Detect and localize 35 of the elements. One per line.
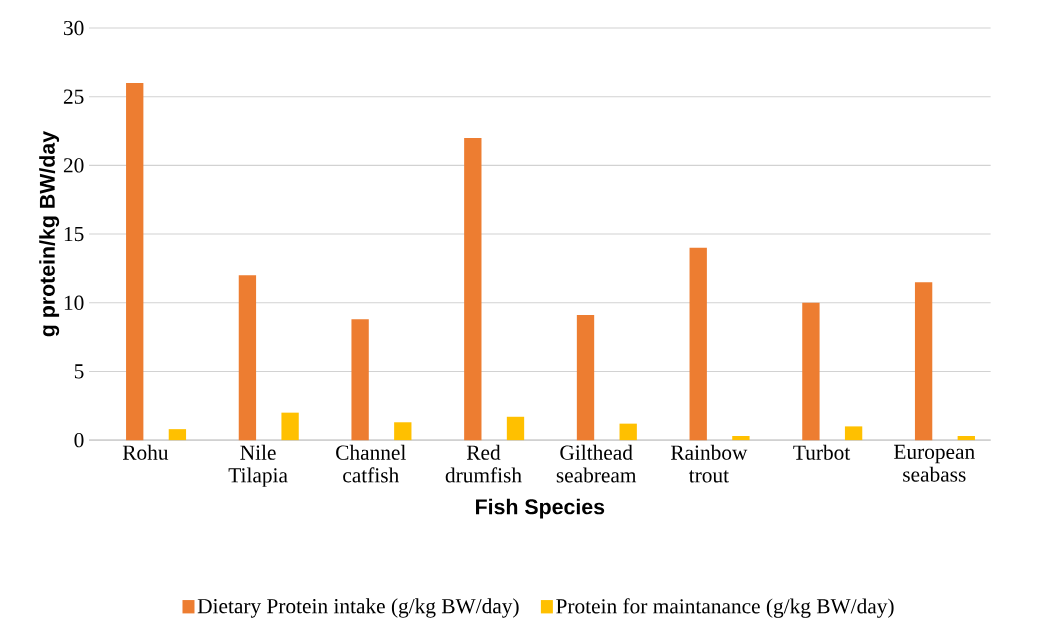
bar — [576, 315, 595, 441]
y-tick-label: 0 — [74, 432, 84, 448]
x-tick-label: Nile Tilapia — [228, 444, 288, 487]
bar — [168, 429, 187, 441]
x-tick-label: Red drumfish — [445, 444, 522, 483]
x-tick-label: Gilthead seabream — [556, 444, 637, 483]
x-tick-label: Rohu — [122, 444, 169, 460]
y-tick-label: 20 — [63, 158, 84, 173]
legend-label: Protein for maintanance (g/kg BW/day) — [556, 598, 894, 618]
bar — [394, 422, 412, 441]
bar — [238, 275, 257, 441]
x-tick-label: European seabass — [894, 444, 975, 482]
legend-label: Dietary Protein intake (g/kg BW/day) — [197, 598, 519, 618]
x-tick-label: Turbot — [793, 444, 851, 460]
x-axis-title: Fish Species — [476, 498, 605, 519]
y-tick-label: 25 — [63, 89, 84, 104]
y-tick-label: 30 — [64, 20, 84, 36]
bar — [689, 247, 707, 441]
bar — [126, 82, 144, 441]
y-tick-label: 5 — [74, 364, 84, 379]
bar — [914, 282, 933, 441]
bar — [844, 426, 863, 441]
y-axis-title: g protein/kg BW/day — [39, 130, 60, 337]
bar — [506, 416, 525, 441]
bar — [802, 302, 820, 441]
bar — [464, 137, 482, 441]
y-tick-label: 10 — [64, 295, 84, 310]
bar — [281, 412, 299, 441]
x-tick-label: Channel catfish — [336, 444, 406, 483]
x-tick-label: Rainbow trout — [670, 444, 748, 483]
bar — [619, 423, 637, 441]
bar — [351, 319, 369, 441]
y-tick-label: 15 — [64, 226, 84, 242]
bar — [732, 435, 750, 441]
bar — [957, 435, 975, 441]
